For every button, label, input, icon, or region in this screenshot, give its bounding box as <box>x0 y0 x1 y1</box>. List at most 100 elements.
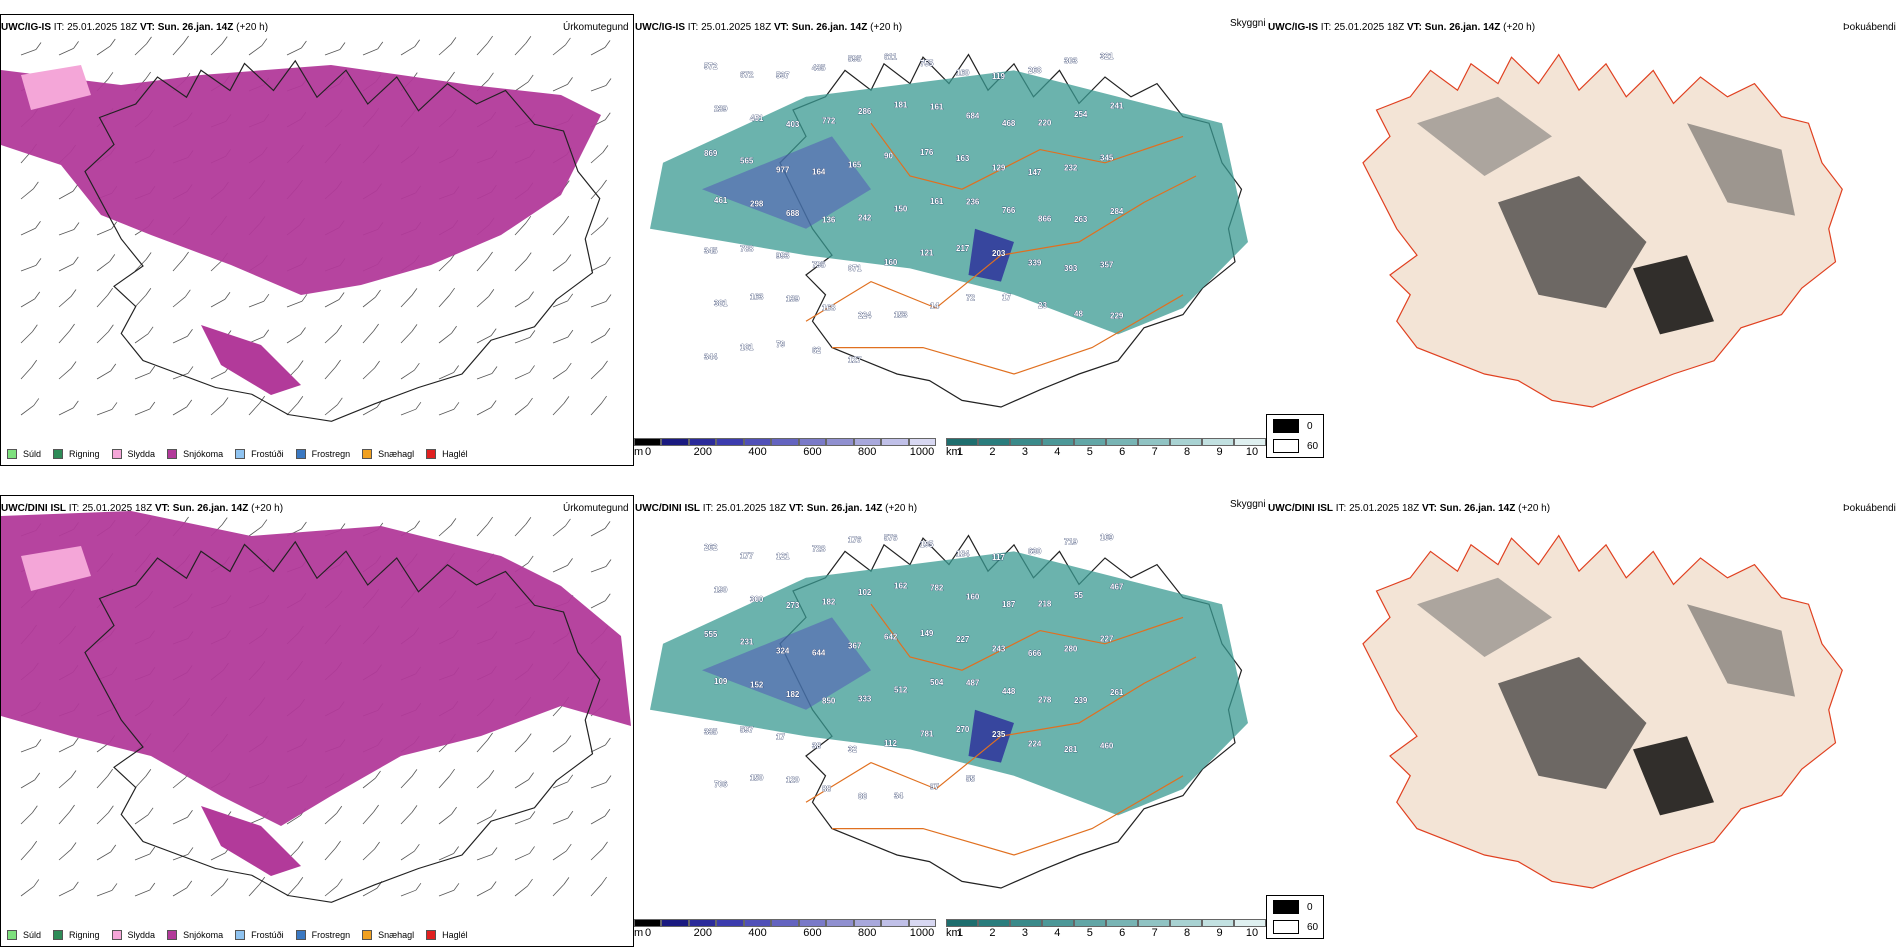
cloud-base-unit: m <box>634 927 644 939</box>
cloud-base-segment <box>716 438 744 446</box>
ceiling-label: 227 <box>956 635 970 644</box>
title-fog-row1: Þokuábendi <box>1843 22 1896 33</box>
ceiling-label: 393 <box>1064 264 1078 273</box>
cloud-base-tick: 0 <box>644 446 652 458</box>
visibility-tick: 3 <box>1021 446 1028 458</box>
ceiling-label: 112 <box>884 739 897 748</box>
legend-label: Haglél <box>442 930 468 940</box>
ceiling-label: 181 <box>740 343 754 352</box>
model-name: UWC/IG-IS <box>1 22 51 33</box>
ceiling-label: 273 <box>786 601 800 610</box>
ceiling-label: 162 <box>894 581 908 590</box>
ceiling-label: 203 <box>992 249 1006 258</box>
legend-swatch <box>295 930 306 940</box>
visibility-tick: 2 <box>989 446 996 458</box>
legend-swatch <box>426 930 437 940</box>
visibility-tick: 1 <box>956 446 964 458</box>
ceiling-label: 190 <box>714 586 728 595</box>
fog-legend-swatch <box>1273 900 1299 914</box>
ceiling-label: 576 <box>884 533 898 542</box>
legend-label: Snæhagl <box>378 449 415 459</box>
ceiling-label: 719 <box>1064 538 1078 547</box>
ceiling-label: 461 <box>714 196 728 205</box>
ceiling-label: 48 <box>1074 310 1083 319</box>
legend-item-5: Frostregn <box>295 449 350 459</box>
ceiling-label: 239 <box>714 105 728 114</box>
ceiling-label: 850 <box>822 697 836 706</box>
ceiling-label: 281 <box>1064 745 1078 754</box>
ceiling-label: 150 <box>894 204 908 213</box>
cloud-base-segment <box>853 919 882 927</box>
legend-swatch <box>362 930 373 940</box>
iceland-fog <box>1362 53 1843 408</box>
cloud-base-segment <box>881 919 909 927</box>
ceiling-label: 595 <box>848 54 862 63</box>
legend-label: Súld <box>23 449 42 459</box>
ceiling-label: 88 <box>822 785 831 794</box>
ceiling-label: 345 <box>704 246 718 255</box>
cloud-base-segment <box>908 919 936 927</box>
cloud-base-tick: 800 <box>858 446 877 458</box>
visibility-tick: 1 <box>956 927 964 939</box>
fog-legend-label: 0 <box>1307 901 1313 913</box>
ceiling-label: 537 <box>776 71 790 80</box>
title-ceiling-row2: Skyggni <box>1230 499 1266 510</box>
legend-label: Frostúði <box>251 449 284 459</box>
ceiling-label: 195 <box>920 540 934 549</box>
ceiling-label: 512 <box>894 685 908 694</box>
visibility-segment <box>1010 438 1042 446</box>
legend-swatch <box>53 930 64 940</box>
cloud-base-tick: 600 <box>803 446 822 458</box>
legend-swatch <box>167 449 178 459</box>
legend-label: Frostúði <box>251 930 284 940</box>
cloud-base-segment <box>771 438 799 446</box>
visibility-colorbar-row2: km 1 2 3 4 5 6 7 8 9 10 <box>946 919 1266 939</box>
fog-map-row2 <box>1362 534 1843 889</box>
legend-item-2: Slydda <box>111 930 155 940</box>
visibility-segment <box>1074 438 1106 446</box>
cloud-base-segment <box>716 919 744 927</box>
ceiling-label: 772 <box>822 117 836 126</box>
fog-legend-item: 0 <box>1273 900 1313 914</box>
cloud-base-segment <box>634 919 662 927</box>
ceiling-label: 298 <box>750 200 764 209</box>
legend-swatch <box>53 449 64 459</box>
cloud-base-segment <box>661 438 689 446</box>
ceiling-label: 217 <box>956 244 970 253</box>
cloud-base-tick: 400 <box>748 446 767 458</box>
ceiling-label: 448 <box>1002 687 1016 696</box>
legend-swatch <box>235 930 246 940</box>
init-time: IT: 25.01.2025 18Z <box>53 22 138 33</box>
header-fog-row1: UWC/IG-IS IT: 25.01.2025 18Z VT: Sun. 26… <box>1268 22 1536 33</box>
ceiling-label: 321 <box>1100 52 1114 61</box>
ceiling-label: 766 <box>1002 206 1016 215</box>
ceiling-label: 280 <box>1064 644 1078 653</box>
ceiling-label: 262 <box>704 543 718 552</box>
iceland-outline <box>650 53 1248 408</box>
ceiling-label: 460 <box>1100 741 1114 750</box>
ceiling-label: 300 <box>750 595 764 604</box>
cloud-base-segment <box>688 438 717 446</box>
ceiling-label: 268 <box>1028 66 1042 75</box>
visibility-segment <box>1234 919 1266 927</box>
fog-legend-item: 0 <box>1273 419 1313 433</box>
ceiling-label: 17 <box>776 732 785 741</box>
ceiling-label: 781 <box>920 729 934 738</box>
ceiling-label: 229 <box>1110 312 1124 321</box>
cloud-base-segment <box>798 919 827 927</box>
ceiling-label: 161 <box>930 197 944 206</box>
ceiling-label: 160 <box>884 258 898 267</box>
legend-item-0: Súld <box>7 930 41 940</box>
visibility-unit: km <box>946 446 961 458</box>
visibility-segment <box>1202 438 1234 446</box>
ceiling-label: 72 <box>966 293 975 302</box>
fog-legend-label: 60 <box>1307 440 1319 452</box>
ceiling-label: 227 <box>1100 635 1114 644</box>
ceiling-label: 555 <box>704 630 718 639</box>
ceiling-label: 164 <box>812 168 826 177</box>
cloud-base-colorbar-row1: m 0 200 400 600 800 1000 <box>634 438 936 458</box>
fog-legend-row2: 0 60 <box>1266 895 1324 939</box>
legend-item-3: Snjókoma <box>167 930 223 940</box>
ceiling-label: 34 <box>894 791 903 800</box>
ceiling-label: 644 <box>812 649 826 658</box>
